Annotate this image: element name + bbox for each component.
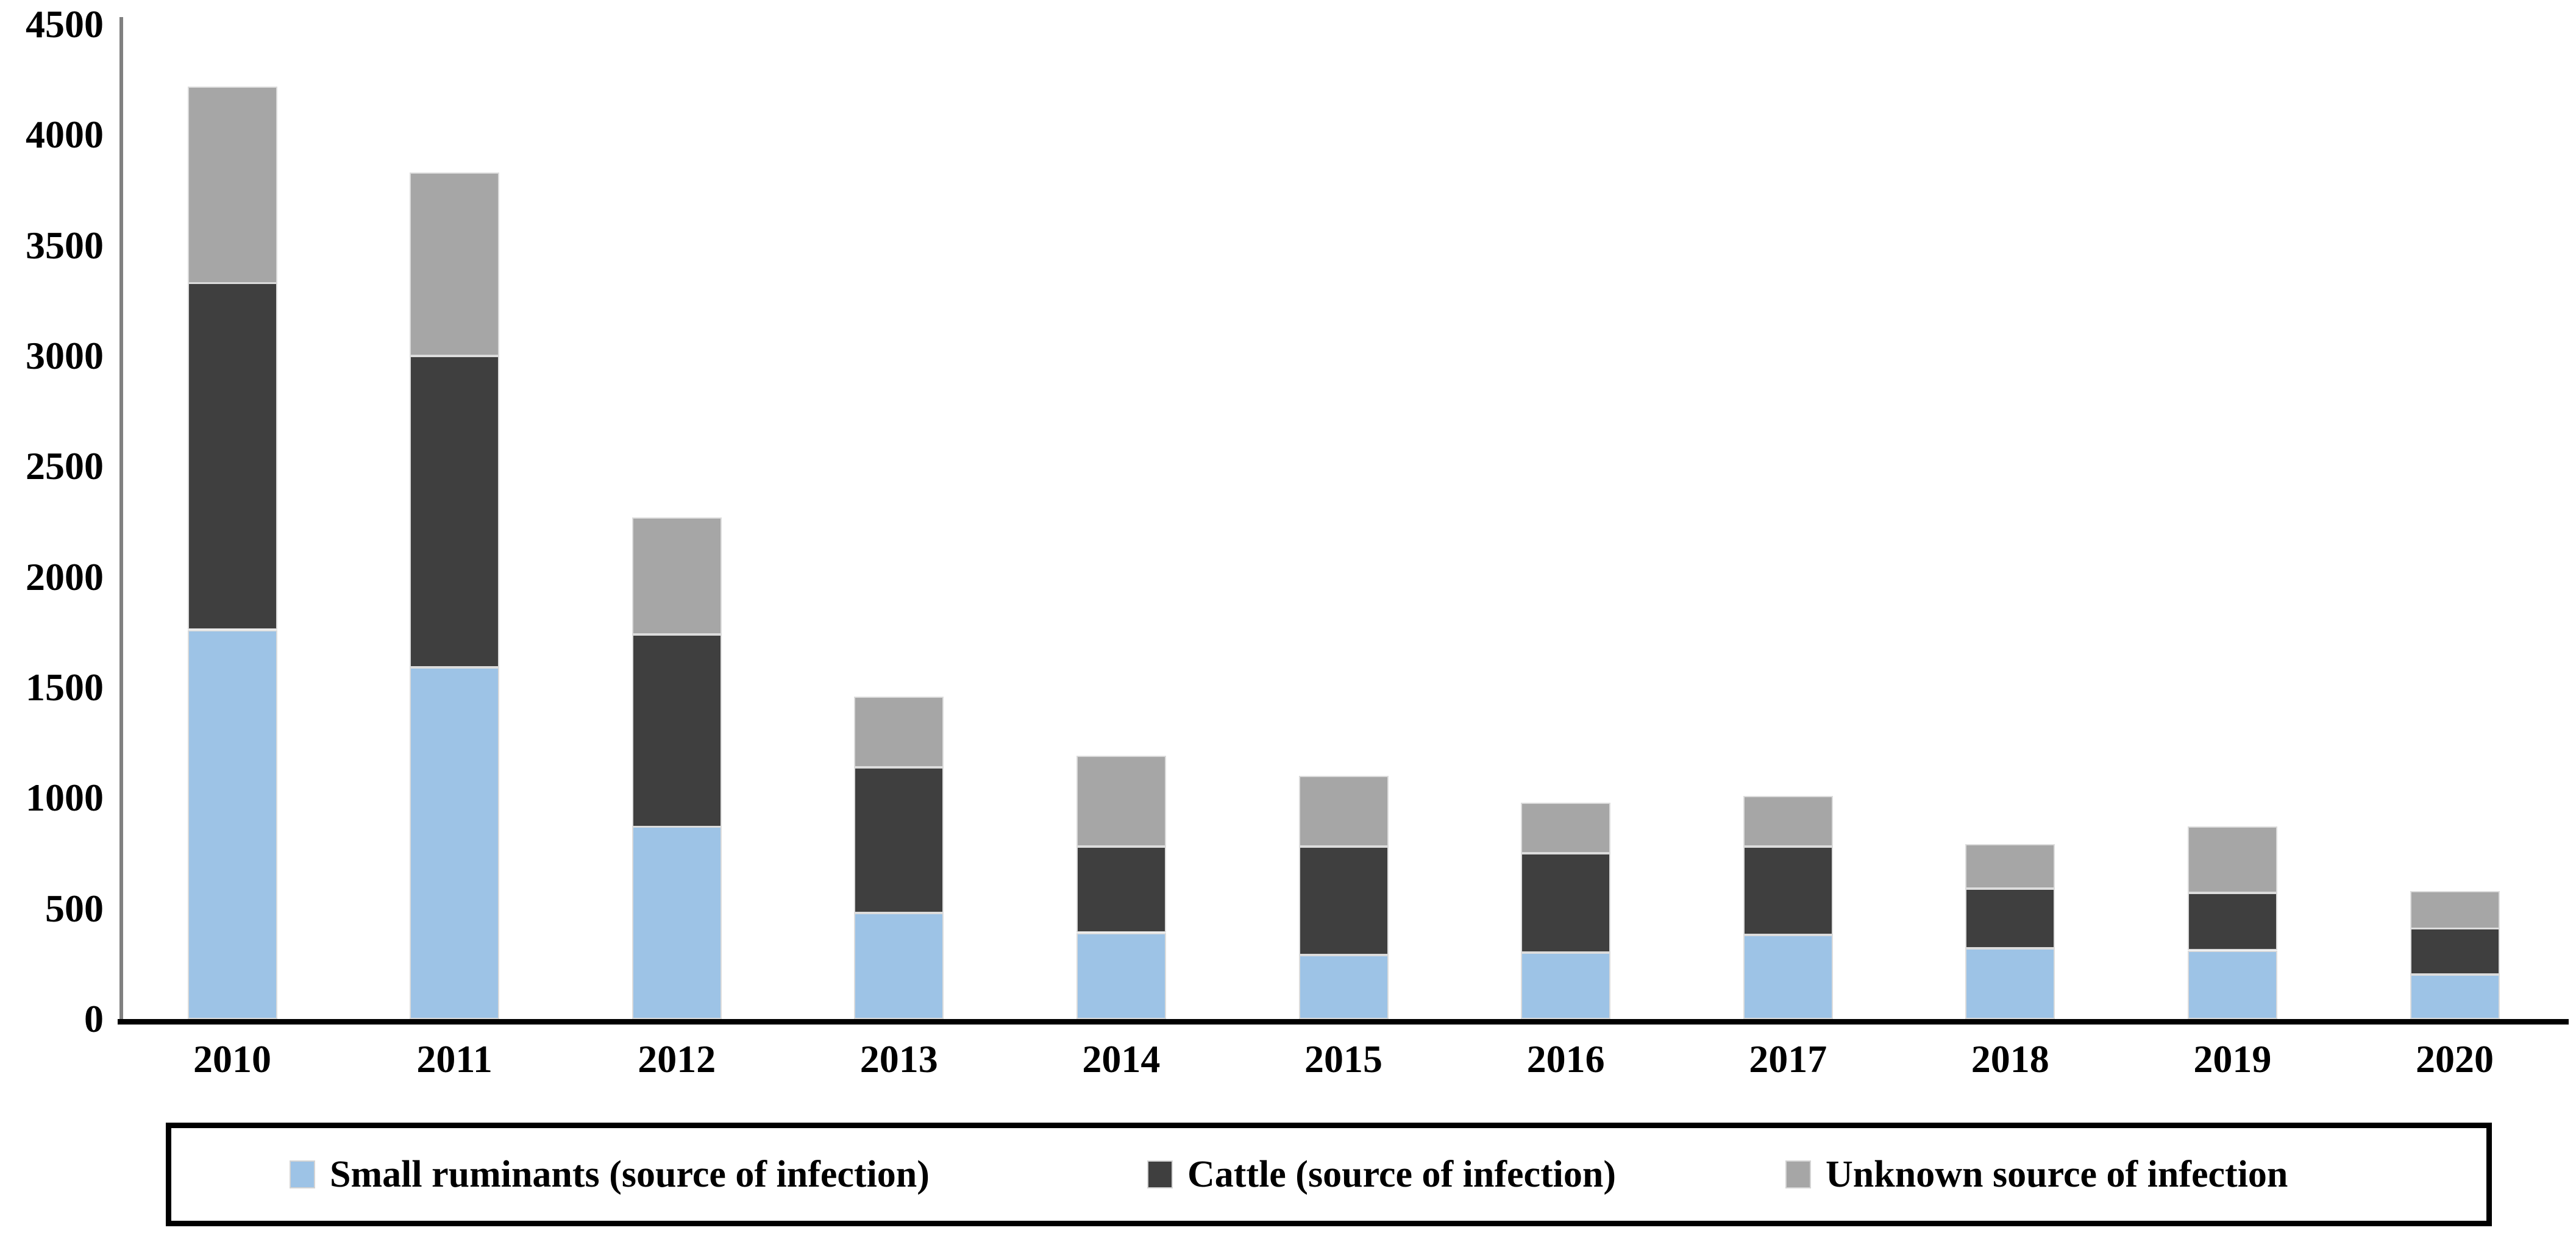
bar-segment (1298, 776, 1389, 847)
bar-2018 (1965, 0, 2055, 1019)
bar-segment (410, 667, 500, 1019)
bar-2011 (410, 0, 500, 1019)
legend-swatch-icon (1147, 1160, 1173, 1188)
x-tick-label: 2013 (859, 1037, 938, 1081)
legend-item: Cattle (source of infection) (1147, 1128, 1616, 1221)
legend: Small ruminants (source of infection) Cat… (166, 1123, 2492, 1226)
bar-segment (632, 634, 722, 827)
legend-item: Small ruminants (source of infection) (290, 1128, 930, 1221)
bar-segment (854, 697, 944, 767)
bar-2014 (1076, 0, 1166, 1019)
y-tick-label: 2500 (26, 444, 104, 488)
bar-2013 (854, 0, 944, 1019)
bar-segment (1298, 847, 1389, 955)
bar-segment (2410, 928, 2500, 975)
x-tick-label: 2016 (1526, 1037, 1605, 1081)
x-tick-label: 2012 (638, 1037, 716, 1081)
y-tick-label: 2000 (26, 555, 104, 598)
bar-segment (187, 87, 277, 283)
bar-segment (2410, 975, 2500, 1019)
bar-segment (187, 283, 277, 630)
bar-segment (410, 172, 500, 356)
bar-segment (2410, 891, 2500, 929)
x-tick-label: 2019 (2193, 1037, 2272, 1081)
bar-2012 (632, 0, 722, 1019)
legend-label: Cattle (source of infection) (1187, 1153, 1617, 1195)
bar-segment (632, 517, 722, 634)
bar-segment (2187, 826, 2277, 893)
bar-segment (1298, 955, 1389, 1019)
bar-2010 (187, 0, 277, 1019)
y-tick-label: 500 (45, 886, 104, 930)
y-tick-label: 4000 (26, 113, 104, 157)
x-tick-label: 2010 (193, 1037, 271, 1081)
legend-swatch-icon (290, 1160, 315, 1188)
bar-segment (2187, 951, 2277, 1019)
bar-segment (1743, 796, 1833, 847)
bar-segment (1965, 844, 2055, 889)
bar-2015 (1298, 0, 1389, 1019)
bar-segment (854, 767, 944, 913)
x-tick-label: 2011 (416, 1037, 493, 1081)
legend-item: Unknown source of infection (1785, 1128, 2288, 1221)
bar-2019 (2187, 0, 2277, 1019)
bar-segment (1076, 847, 1166, 932)
bar-2017 (1743, 0, 1833, 1019)
bar-segment (1076, 756, 1166, 847)
bar-segment (1521, 953, 1611, 1019)
legend-label: Small ruminants (source of infection) (330, 1153, 930, 1195)
bar-segment (2187, 893, 2277, 950)
bar-segment (187, 630, 277, 1019)
y-tick-label: 3500 (26, 223, 104, 267)
y-axis-line (119, 17, 123, 1021)
x-tick-label: 2015 (1304, 1037, 1382, 1081)
x-axis-line (118, 1019, 2569, 1025)
bar-segment (632, 826, 722, 1019)
bar-2016 (1521, 0, 1611, 1019)
bar-segment (1521, 803, 1611, 853)
bar-segment (1965, 889, 2055, 948)
bar-segment (1743, 935, 1833, 1019)
x-tick-label: 2014 (1082, 1037, 1161, 1081)
bar-segment (1076, 933, 1166, 1019)
bar-segment (1965, 948, 2055, 1019)
y-tick-label: 0 (84, 997, 104, 1040)
y-tick-label: 1500 (26, 666, 104, 709)
bar-segment (410, 356, 500, 667)
bar-segment (1521, 853, 1611, 953)
legend-label: Unknown source of infection (1826, 1153, 2288, 1195)
x-tick-label: 2020 (2416, 1037, 2494, 1081)
legend-swatch-icon (1785, 1160, 1811, 1188)
x-tick-label: 2017 (1749, 1037, 1827, 1081)
y-tick-label: 1000 (26, 776, 104, 820)
y-tick-label: 4500 (26, 2, 104, 46)
x-tick-label: 2018 (1971, 1037, 2049, 1081)
bar-2020 (2410, 0, 2500, 1019)
bar-segment (854, 913, 944, 1019)
bar-segment (1743, 847, 1833, 935)
y-tick-label: 3000 (26, 334, 104, 377)
